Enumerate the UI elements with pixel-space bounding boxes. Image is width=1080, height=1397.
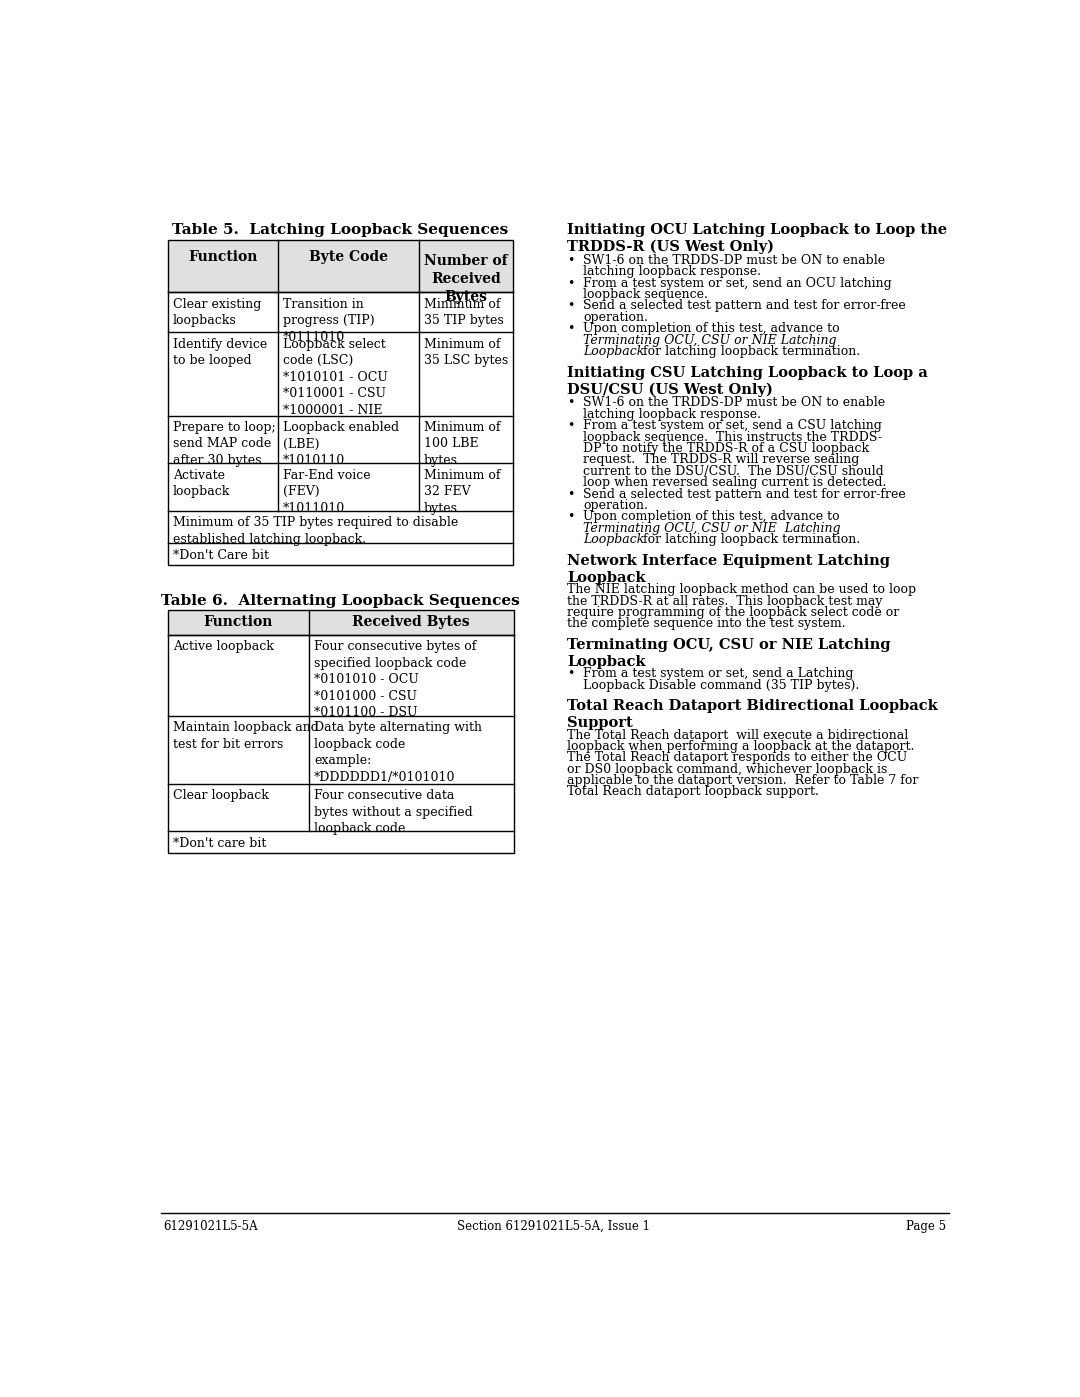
Text: Activate
loopback: Activate loopback (173, 469, 230, 499)
Text: applicable to the dataport version.  Refer to Table 7 for: applicable to the dataport version. Refe… (567, 774, 919, 787)
Text: Active loopback: Active loopback (173, 640, 274, 654)
Text: Table 6.  Alternating Loopback Sequences: Table 6. Alternating Loopback Sequences (161, 594, 521, 608)
Text: Minimum of 35 TIP bytes required to disable
established latching loopback.: Minimum of 35 TIP bytes required to disa… (173, 517, 458, 546)
Text: Four consecutive data
bytes without a specified
loopback code: Four consecutive data bytes without a sp… (314, 789, 473, 835)
Text: Loopback: Loopback (583, 534, 645, 546)
Text: •: • (567, 277, 575, 289)
Text: 61291021L5-5A: 61291021L5-5A (164, 1220, 258, 1234)
Text: •: • (567, 397, 575, 409)
Text: for latching loopback termination.: for latching loopback termination. (638, 534, 860, 546)
Text: loopback when performing a loopback at the dataport.: loopback when performing a loopback at t… (567, 740, 915, 753)
Text: •: • (567, 510, 575, 524)
Text: loop when reversed sealing current is detected.: loop when reversed sealing current is de… (583, 476, 887, 489)
Text: Loopback Disable command (35 TIP bytes).: Loopback Disable command (35 TIP bytes). (583, 679, 860, 692)
Text: •: • (567, 254, 575, 267)
Text: Transition in
progress (TIP)
*0111010: Transition in progress (TIP) *0111010 (283, 298, 375, 344)
Bar (167, 240, 513, 292)
Text: Total Reach dataport loopback support.: Total Reach dataport loopback support. (567, 785, 820, 799)
Text: Minimum of
35 LSC bytes: Minimum of 35 LSC bytes (424, 338, 509, 367)
Text: Total Reach Dataport Bidirectional Loopback
Support: Total Reach Dataport Bidirectional Loopb… (567, 700, 939, 731)
Text: The Total Reach dataport  will execute a bidirectional: The Total Reach dataport will execute a … (567, 728, 908, 742)
Text: Initiating OCU Latching Loopback to Loop the
TRDDS-R (US West Only): Initiating OCU Latching Loopback to Loop… (567, 224, 947, 254)
Text: Network Interface Equipment Latching
Loopback: Network Interface Equipment Latching Loo… (567, 553, 890, 584)
Text: Minimum of
35 TIP bytes: Minimum of 35 TIP bytes (424, 298, 504, 327)
Text: latching loopback response.: latching loopback response. (583, 265, 761, 278)
Text: Initiating CSU Latching Loopback to Loop a
DSU/CSU (US West Only): Initiating CSU Latching Loopback to Loop… (567, 366, 928, 397)
Text: Send a selected test pattern and test for error-free: Send a selected test pattern and test fo… (583, 299, 906, 313)
Text: From a test system or set, send a CSU latching: From a test system or set, send a CSU la… (583, 419, 882, 432)
Bar (167, 240, 513, 564)
Text: Upon completion of this test, advance to: Upon completion of this test, advance to (583, 510, 839, 524)
Text: Identify device
to be looped: Identify device to be looped (173, 338, 267, 367)
Text: Number of
Received
Bytes: Number of Received Bytes (424, 254, 508, 303)
Text: *Don't care bit: *Don't care bit (173, 837, 267, 849)
Text: Data byte alternating with
loopback code
example:
*DDDDDD1/*0101010: Data byte alternating with loopback code… (314, 721, 482, 784)
Text: •: • (567, 299, 575, 313)
Text: operation.: operation. (583, 312, 648, 324)
Text: Clear existing
loopbacks: Clear existing loopbacks (173, 298, 261, 327)
Text: Function: Function (188, 250, 257, 264)
Text: Maintain loopback and
test for bit errors: Maintain loopback and test for bit error… (173, 721, 319, 750)
Text: Section 61291021L5-5A, Issue 1: Section 61291021L5-5A, Issue 1 (457, 1220, 650, 1234)
Text: *Don't Care bit: *Don't Care bit (173, 549, 269, 562)
Text: DP to notify the TRDDS-R of a CSU loopback: DP to notify the TRDDS-R of a CSU loopba… (583, 441, 869, 455)
Text: Clear loopback: Clear loopback (173, 789, 269, 802)
Text: Upon completion of this test, advance to: Upon completion of this test, advance to (583, 323, 839, 335)
Text: Loopback enabled
(LBE)
*1010110: Loopback enabled (LBE) *1010110 (283, 420, 400, 467)
Text: Prepare to loop;
send MAP code
after 30 bytes: Prepare to loop; send MAP code after 30 … (173, 420, 275, 467)
Text: •: • (567, 668, 575, 680)
Text: the TRDDS-R at all rates.  This loopback test may: the TRDDS-R at all rates. This loopback … (567, 595, 883, 608)
Text: The NIE latching loopback method can be used to loop: The NIE latching loopback method can be … (567, 583, 917, 597)
Text: current to the DSU/CSU.  The DSU/CSU should: current to the DSU/CSU. The DSU/CSU shou… (583, 465, 883, 478)
Text: Loopback select
code (LSC)
*1010101 - OCU
*0110001 - CSU
*1000001 - NIE: Loopback select code (LSC) *1010101 - OC… (283, 338, 388, 416)
Text: Byte Code: Byte Code (309, 250, 388, 264)
Text: operation.: operation. (583, 499, 648, 513)
Text: •: • (567, 488, 575, 500)
Text: Table 5.  Latching Loopback Sequences: Table 5. Latching Loopback Sequences (172, 224, 509, 237)
Text: for latching loopback termination.: for latching loopback termination. (638, 345, 860, 358)
Text: Far-End voice
(FEV)
*1011010: Far-End voice (FEV) *1011010 (283, 469, 370, 514)
Bar (167, 609, 514, 636)
Text: the complete sequence into the test system.: the complete sequence into the test syst… (567, 617, 846, 630)
Text: latching loopback response.: latching loopback response. (583, 408, 761, 420)
Text: Send a selected test pattern and test for error-free: Send a selected test pattern and test fo… (583, 488, 906, 500)
Text: loopback sequence.: loopback sequence. (583, 288, 707, 302)
Text: SW1-6 on the TRDDS-DP must be ON to enable: SW1-6 on the TRDDS-DP must be ON to enab… (583, 397, 886, 409)
Text: or DS0 loopback command, whichever loopback is: or DS0 loopback command, whichever loopb… (567, 763, 888, 775)
Text: Minimum of
100 LBE
bytes: Minimum of 100 LBE bytes (424, 420, 500, 467)
Text: From a test system or set, send a Latching: From a test system or set, send a Latchi… (583, 668, 853, 680)
Bar (167, 609, 514, 854)
Text: From a test system or set, send an OCU latching: From a test system or set, send an OCU l… (583, 277, 892, 289)
Text: Terminating OCU, CSU or NIE Latching: Terminating OCU, CSU or NIE Latching (583, 334, 836, 346)
Text: SW1-6 on the TRDDS-DP must be ON to enable: SW1-6 on the TRDDS-DP must be ON to enab… (583, 254, 886, 267)
Text: request.  The TRDDS-R will reverse sealing: request. The TRDDS-R will reverse sealin… (583, 454, 860, 467)
Text: require programming of the loopback select code or: require programming of the loopback sele… (567, 606, 900, 619)
Text: Terminating OCU, CSU or NIE Latching
Loopback: Terminating OCU, CSU or NIE Latching Loo… (567, 638, 891, 669)
Text: Function: Function (203, 615, 273, 629)
Text: Loopback: Loopback (583, 345, 645, 358)
Text: Received Bytes: Received Bytes (352, 615, 470, 629)
Text: loopback sequence.  This instructs the TRDDS-: loopback sequence. This instructs the TR… (583, 430, 882, 444)
Text: Minimum of
32 FEV
bytes: Minimum of 32 FEV bytes (424, 469, 500, 514)
Text: •: • (567, 419, 575, 432)
Text: •: • (567, 323, 575, 335)
Text: Terminating OCU, CSU or NIE  Latching: Terminating OCU, CSU or NIE Latching (583, 522, 840, 535)
Text: The Total Reach dataport responds to either the OCU: The Total Reach dataport responds to eit… (567, 752, 907, 764)
Text: Four consecutive bytes of
specified loopback code
*0101010 - OCU
*0101000 - CSU
: Four consecutive bytes of specified loop… (314, 640, 476, 719)
Text: Page 5: Page 5 (906, 1220, 946, 1234)
